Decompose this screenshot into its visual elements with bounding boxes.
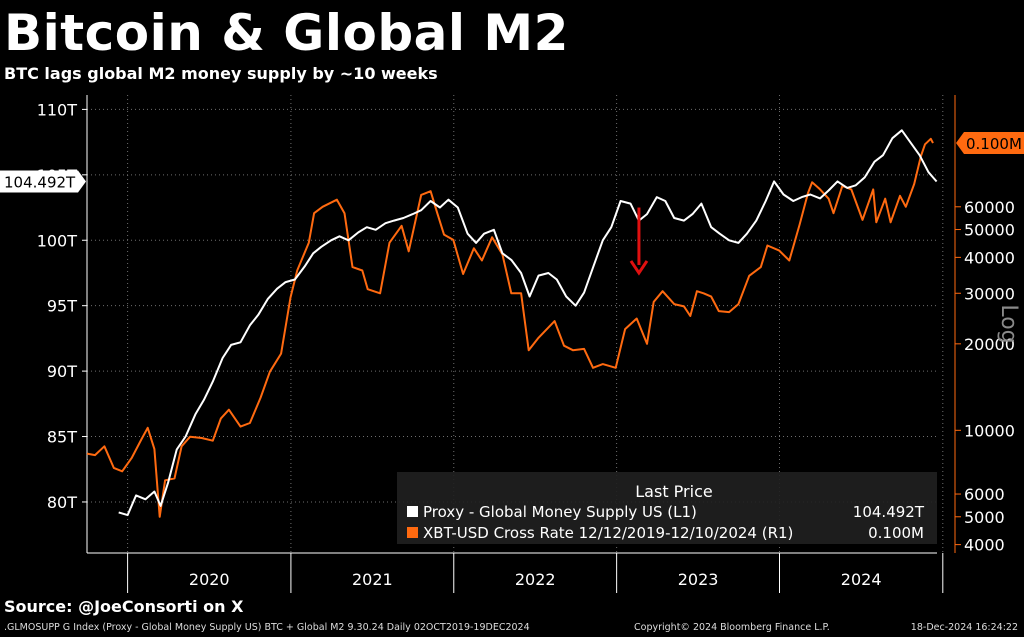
left-axis: 80T85T90T95T100T105T110T bbox=[37, 95, 88, 553]
left-tick-label: 80T bbox=[47, 493, 77, 512]
chart-area: 80T85T90T95T100T105T110T 400050006000100… bbox=[0, 95, 1024, 593]
right-tick-label: 5000 bbox=[964, 508, 1005, 527]
right-tick-label: 60000 bbox=[964, 198, 1015, 217]
source-credit: Source: @JoeConsorti on X bbox=[4, 597, 244, 616]
x-tick-label: 2024 bbox=[841, 570, 882, 589]
left-tick-label: 85T bbox=[47, 428, 77, 447]
right-axis: 4000 5000 6000 10000 20000 30000 40000 50000 600… bbox=[954, 95, 1021, 555]
legend-box bbox=[397, 472, 937, 544]
series-line-bitcoin bbox=[86, 137, 934, 518]
left-tick-label: 110T bbox=[37, 100, 78, 119]
legend-value: 104.492T bbox=[853, 503, 925, 521]
legend-label: Proxy - Global Money Supply US (L1) bbox=[423, 503, 697, 521]
legend-label: XBT-USD Cross Rate 12/12/2019-12/10/2024… bbox=[423, 524, 793, 542]
right-last-value-label: 0.100M bbox=[966, 135, 1022, 153]
annotation-layer bbox=[629, 207, 649, 276]
legend-swatch bbox=[407, 506, 418, 517]
right-tick-label: 20000 bbox=[964, 335, 1015, 354]
legend: Last Price Proxy - Global Money Supply US… bbox=[397, 472, 937, 544]
left-tick-label: 100T bbox=[37, 231, 78, 250]
left-tick-label: 90T bbox=[47, 362, 77, 381]
footer-ticker: .GLMOSUPP G Index (Proxy - Global Money … bbox=[4, 622, 530, 633]
right-tick-label: 40000 bbox=[964, 248, 1015, 267]
series-line-global-m2 bbox=[118, 129, 938, 517]
legend-title: Last Price bbox=[635, 482, 712, 501]
legend-swatch bbox=[407, 527, 418, 538]
x-tick-label: 2021 bbox=[352, 570, 393, 589]
right-tick-label: 6000 bbox=[964, 485, 1005, 504]
x-tick-label: 2022 bbox=[515, 570, 556, 589]
last-value-labels: 104.492T 0.100M bbox=[0, 132, 1024, 193]
chart-title: Bitcoin & Global M2 bbox=[4, 4, 569, 62]
series-layer bbox=[86, 129, 938, 518]
right-tick-label: 30000 bbox=[964, 284, 1015, 303]
legend-value: 0.100M bbox=[868, 524, 924, 542]
right-axis-scale-label: Log bbox=[996, 304, 1021, 343]
lag-arrow-head bbox=[629, 260, 649, 276]
footer-timestamp: 18-Dec-2024 16:24:22 bbox=[910, 622, 1018, 633]
right-last-value-badge bbox=[956, 132, 1024, 155]
left-last-value-label: 104.492T bbox=[4, 173, 76, 191]
left-last-value-badge bbox=[0, 170, 86, 193]
left-tick-label: 95T bbox=[47, 297, 77, 316]
x-tick-label: 2023 bbox=[678, 570, 719, 589]
right-tick-label: 4000 bbox=[964, 536, 1005, 555]
chart-subtitle: BTC lags global M2 money supply by ~10 w… bbox=[4, 64, 438, 83]
right-tick-label: 10000 bbox=[964, 421, 1015, 440]
right-tick-label: 50000 bbox=[964, 221, 1015, 240]
x-tick-label: 2020 bbox=[189, 570, 230, 589]
x-axis: 2020 2021 2022 2023 2024 bbox=[87, 552, 944, 593]
footer-copyright: Copyright© 2024 Bloomberg Finance L.P. bbox=[634, 622, 830, 633]
